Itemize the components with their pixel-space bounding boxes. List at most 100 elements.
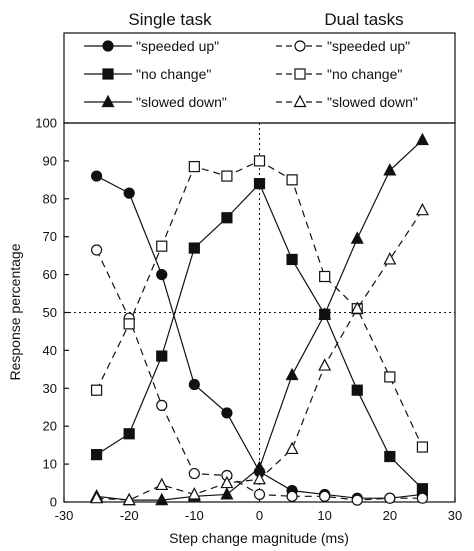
legend-marker <box>293 94 307 108</box>
x-tick-label: -30 <box>55 508 74 523</box>
data-point <box>122 492 136 506</box>
legend-entry: "speeded up" <box>84 38 219 54</box>
data-point <box>221 407 233 419</box>
y-tick-label: 90 <box>43 153 57 168</box>
data-point <box>123 428 135 440</box>
data-point <box>383 163 397 176</box>
data-point <box>90 170 103 182</box>
x-tick-label: -10 <box>185 508 204 523</box>
data-point <box>155 492 169 506</box>
data-point <box>384 371 396 383</box>
data-point <box>155 477 169 491</box>
data-point <box>188 378 200 391</box>
data-point <box>221 212 233 224</box>
data-point <box>156 350 168 362</box>
series-dual-triangle <box>90 202 429 506</box>
data-point <box>253 488 266 501</box>
data-point <box>286 253 298 266</box>
y-tick-label: 30 <box>43 381 57 396</box>
legend-label: "speeded up" <box>327 38 410 54</box>
legend-label: "speeded up" <box>136 38 219 54</box>
data-point <box>253 471 266 485</box>
legend-entry: "no change" <box>84 66 211 82</box>
data-point <box>286 174 298 186</box>
data-point <box>286 490 298 502</box>
data-point <box>350 231 364 244</box>
data-point <box>220 487 234 500</box>
x-tick-label: 20 <box>383 508 397 523</box>
data-point <box>90 490 104 504</box>
x-axis-label: Step change magnitude (ms) <box>169 530 349 546</box>
y-tick-label: 70 <box>43 229 57 244</box>
x-tick-label: 0 <box>256 508 263 523</box>
legend-label: "slowed down" <box>136 94 227 110</box>
x-tick-label: 30 <box>448 508 462 523</box>
legend-label: "slowed down" <box>327 94 418 110</box>
data-point <box>318 307 332 320</box>
x-tick-label: -20 <box>120 508 139 523</box>
legend-entry: "slowed down" <box>84 94 227 110</box>
data-point <box>319 270 331 283</box>
header-dual-tasks: Dual tasks <box>324 10 403 29</box>
data-point <box>351 494 363 506</box>
data-point <box>188 467 200 480</box>
data-point <box>416 492 429 504</box>
legend: "speeded up" "no change" "slowed down" "spe… <box>84 38 418 110</box>
x-tick-label: 10 <box>317 508 331 523</box>
data-point <box>384 450 396 463</box>
data-point <box>415 132 429 146</box>
data-point <box>90 384 103 396</box>
data-point <box>384 492 396 504</box>
legend-label: "no change" <box>136 66 211 82</box>
data-point <box>383 252 397 265</box>
data-point <box>187 487 201 500</box>
data-point <box>415 202 429 216</box>
y-axis-label: Response percentage <box>7 243 23 380</box>
data-point <box>350 301 364 314</box>
legend-label: "no change" <box>327 66 402 82</box>
data-point <box>220 475 234 489</box>
y-tick-label: 100 <box>35 116 57 131</box>
data-point <box>416 483 429 495</box>
series-dual-circle <box>90 244 429 506</box>
legend-entry: "speeded up" <box>276 38 410 54</box>
data-point <box>123 318 135 330</box>
data-point <box>156 240 168 252</box>
series-single-square <box>90 178 429 495</box>
y-tick-label: 20 <box>43 419 57 434</box>
data-point <box>90 244 103 256</box>
y-tick-label: 0 <box>50 495 57 510</box>
data-point <box>156 269 168 281</box>
data-point <box>416 441 429 453</box>
legend-marker <box>102 40 114 52</box>
legend-marker <box>101 94 115 108</box>
data-point <box>188 242 200 254</box>
data-point <box>123 187 135 199</box>
data-point <box>253 178 266 190</box>
legend-marker <box>102 68 114 80</box>
axes: -30 -20 -10 0 10 20 30 0 10 20 30 40 50 60 70 80 90 100 <box>35 116 462 524</box>
legend-entry: "slowed down" <box>276 94 418 110</box>
y-tick-label: 50 <box>43 305 57 320</box>
data-point <box>253 155 266 167</box>
data-point <box>285 367 299 381</box>
y-tick-label: 40 <box>43 343 57 358</box>
y-tick-label: 60 <box>43 267 57 282</box>
data-point <box>188 160 200 173</box>
series-dual-square <box>90 155 429 453</box>
y-tick-label: 80 <box>43 191 57 206</box>
y-tick-label: 10 <box>43 457 57 472</box>
data-point <box>221 170 233 182</box>
data-point <box>318 358 332 371</box>
series-layer <box>90 132 429 506</box>
data-point <box>351 384 363 396</box>
data-point <box>285 441 299 455</box>
legend-marker <box>294 68 306 80</box>
data-point <box>319 490 331 502</box>
data-point <box>156 399 168 411</box>
header-single-task: Single task <box>128 10 212 29</box>
data-point <box>90 449 103 461</box>
legend-entry: "no change" <box>276 66 402 82</box>
legend-marker <box>294 40 306 52</box>
